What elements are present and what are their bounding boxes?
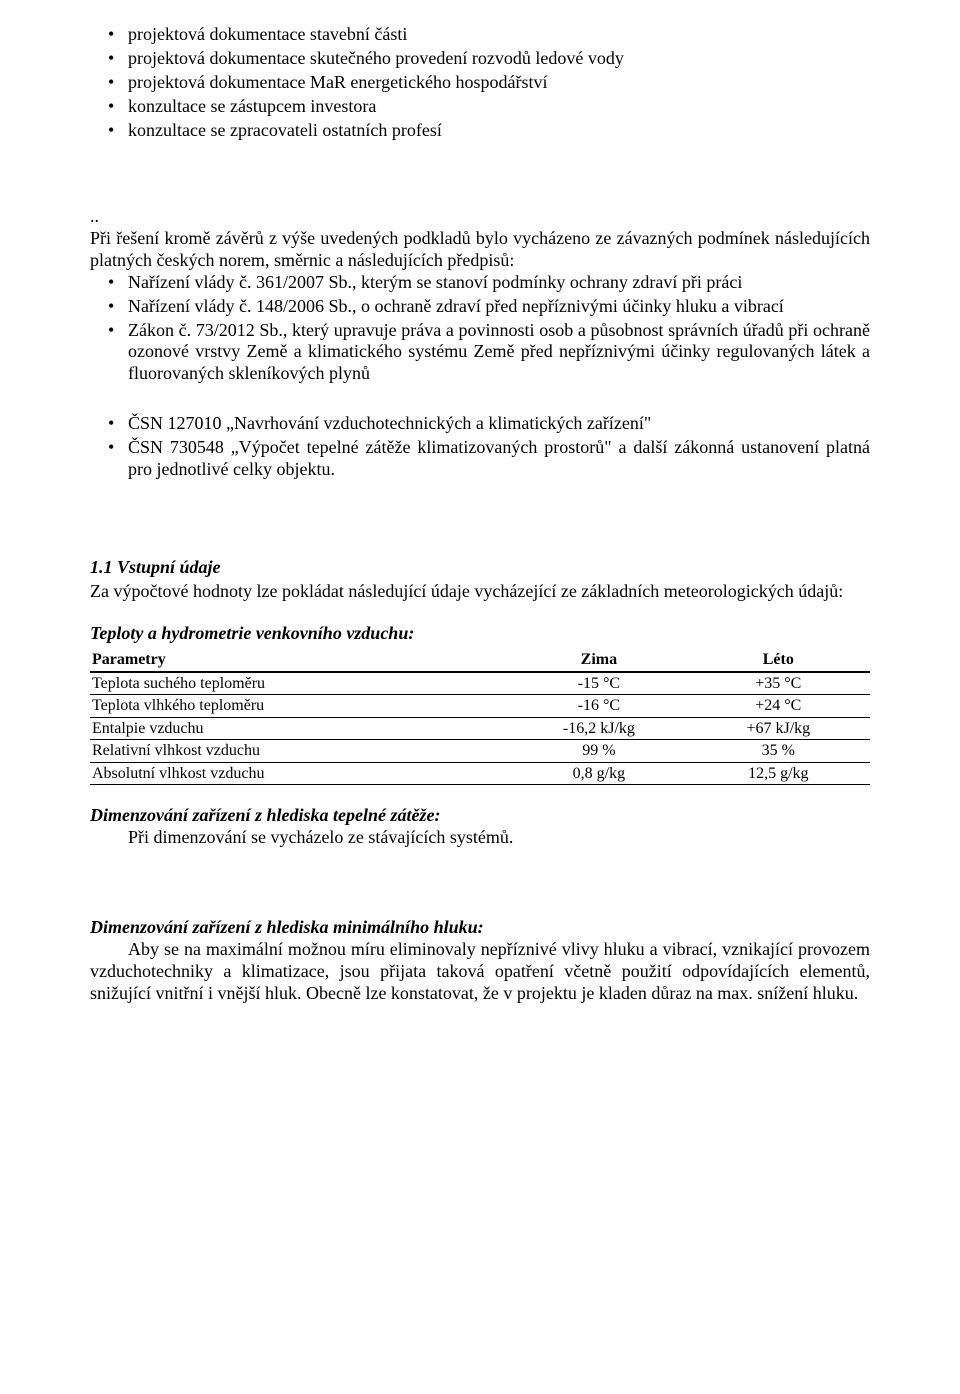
table-row: Teplota vlhkého teploměru -16 °C +24 °C	[90, 695, 870, 718]
cell: 12,5 g/kg	[691, 762, 870, 785]
list-item: Nařízení vlády č. 361/2007 Sb., kterým s…	[90, 272, 870, 294]
cell: Teplota suchého teploměru	[90, 672, 511, 695]
table-row: Relativní vlhkost vzduchu 99 % 35 %	[90, 740, 870, 763]
bullet-text: konzultace se zástupcem investora	[128, 96, 376, 116]
cell: +67 kJ/kg	[691, 717, 870, 740]
bullet-text: ČSN 127010 „Navrhování vzduchotechnickýc…	[128, 413, 651, 433]
list-item: Nařízení vlády č. 148/2006 Sb., o ochran…	[90, 296, 870, 318]
list-item: konzultace se zpracovateli ostatních pro…	[90, 120, 870, 142]
section-1-1-title: 1.1 Vstupní údaje	[90, 557, 870, 579]
bullet-text: konzultace se zpracovateli ostatních pro…	[128, 120, 442, 140]
cell: -16,2 kJ/kg	[511, 717, 690, 740]
section-1-1-text: Za výpočtové hodnoty lze pokládat násled…	[90, 581, 870, 603]
heat-text: Při dimenzování se vycházelo ze stávajíc…	[90, 827, 870, 849]
list-item: projektová dokumentace MaR energetického…	[90, 72, 870, 94]
list-item: ČSN 730548 „Výpočet tepelné zátěže klima…	[90, 437, 870, 481]
cell: 35 %	[691, 740, 870, 763]
cell: Absolutní vlhkost vzduchu	[90, 762, 511, 785]
table-header-row: Parametry Zima Léto	[90, 649, 870, 672]
climate-params-table: Parametry Zima Léto Teplota suchého tepl…	[90, 649, 870, 785]
table-row: Absolutní vlhkost vzduchu 0,8 g/kg 12,5 …	[90, 762, 870, 785]
cell: -16 °C	[511, 695, 690, 718]
heat-heading: Dimenzování zařízení z hlediska tepelné …	[90, 805, 870, 827]
table-row: Entalpie vzduchu -16,2 kJ/kg +67 kJ/kg	[90, 717, 870, 740]
bullet-text: Nařízení vlády č. 148/2006 Sb., o ochran…	[128, 296, 784, 316]
list-item: ČSN 127010 „Navrhování vzduchotechnickýc…	[90, 413, 870, 435]
cell: Relativní vlhkost vzduchu	[90, 740, 511, 763]
cell: Teplota vlhkého teploměru	[90, 695, 511, 718]
bullet-text: ČSN 730548 „Výpočet tepelné zátěže klima…	[128, 437, 870, 479]
ellipsis: ..	[90, 206, 870, 228]
list-item: projektová dokumentace skutečného proved…	[90, 48, 870, 70]
bullet-text: projektová dokumentace stavební části	[128, 24, 407, 44]
intro-bullet-list: projektová dokumentace stavební části pr…	[90, 24, 870, 142]
regulations-intro: Při řešení kromě závěrů z výše uvedených…	[90, 228, 870, 272]
cell: 99 %	[511, 740, 690, 763]
list-item: Zákon č. 73/2012 Sb., který upravuje prá…	[90, 320, 870, 386]
cell: -15 °C	[511, 672, 690, 695]
table-heading: Teploty a hydrometrie venkovního vzduchu…	[90, 623, 870, 645]
norms-bullet-list: ČSN 127010 „Navrhování vzduchotechnickýc…	[90, 413, 870, 481]
list-item: konzultace se zástupcem investora	[90, 96, 870, 118]
bullet-text: Nařízení vlády č. 361/2007 Sb., kterým s…	[128, 272, 742, 292]
list-item: projektová dokumentace stavební části	[90, 24, 870, 46]
cell: +35 °C	[691, 672, 870, 695]
regulations-bullet-list: Nařízení vlády č. 361/2007 Sb., kterým s…	[90, 272, 870, 386]
col-header: Léto	[691, 649, 870, 672]
bullet-text: projektová dokumentace MaR energetického…	[128, 72, 548, 92]
bullet-text: projektová dokumentace skutečného proved…	[128, 48, 624, 68]
col-header: Parametry	[90, 649, 511, 672]
noise-heading: Dimenzování zařízení z hlediska minimáln…	[90, 917, 870, 939]
col-header: Zima	[511, 649, 690, 672]
bullet-text: Zákon č. 73/2012 Sb., který upravuje prá…	[128, 320, 870, 384]
cell: Entalpie vzduchu	[90, 717, 511, 740]
cell: 0,8 g/kg	[511, 762, 690, 785]
table-row: Teplota suchého teploměru -15 °C +35 °C	[90, 672, 870, 695]
noise-text: Aby se na maximální možnou míru eliminov…	[90, 939, 870, 1005]
cell: +24 °C	[691, 695, 870, 718]
